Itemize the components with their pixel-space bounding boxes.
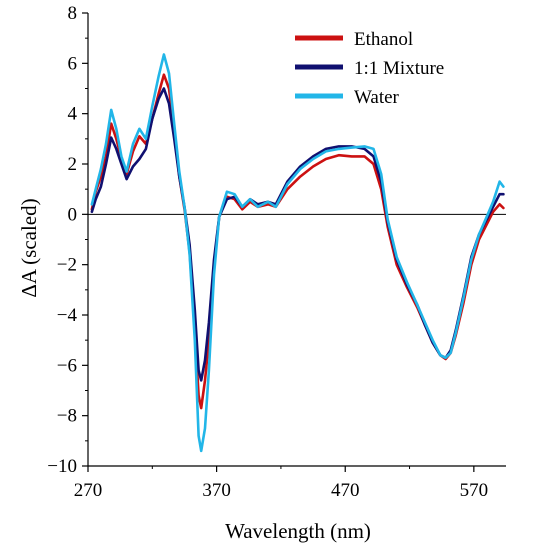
series-line-3 bbox=[90, 53, 505, 453]
x-tick-label: 370 bbox=[202, 480, 231, 501]
y-tick-label: 8 bbox=[68, 3, 78, 24]
y-tick-label: 6 bbox=[68, 53, 78, 74]
series-group bbox=[90, 53, 505, 453]
y-tick-label: −4 bbox=[57, 305, 78, 326]
y-tick-label: −2 bbox=[57, 255, 77, 276]
y-tick-label: 4 bbox=[68, 104, 78, 125]
legend-label: Water bbox=[354, 87, 400, 108]
x-tick-label: 270 bbox=[74, 480, 103, 501]
x-tick-label: 570 bbox=[460, 480, 489, 501]
legend: Ethanol 1:1 Mixture Water bbox=[295, 29, 444, 108]
series-line-2 bbox=[90, 87, 505, 382]
x-tick-label: 470 bbox=[331, 480, 360, 501]
y-tick-label: 0 bbox=[68, 204, 78, 225]
legend-label: Ethanol bbox=[354, 29, 413, 50]
axes: 8 6 4 2 0 −2 −4 −6 −8 −10 270 370 470 570 bbox=[47, 3, 506, 501]
y-tick-label: −10 bbox=[47, 456, 77, 477]
legend-label: 1:1 Mixture bbox=[354, 58, 444, 79]
y-tick-label: −6 bbox=[57, 355, 77, 376]
y-tick-label: 2 bbox=[68, 154, 78, 175]
x-axis-label: Wavelength (nm) bbox=[225, 519, 371, 543]
series-line-1 bbox=[90, 73, 505, 410]
y-axis-label: ΔA (scaled) bbox=[17, 198, 41, 297]
y-tick-label: −8 bbox=[57, 406, 77, 427]
